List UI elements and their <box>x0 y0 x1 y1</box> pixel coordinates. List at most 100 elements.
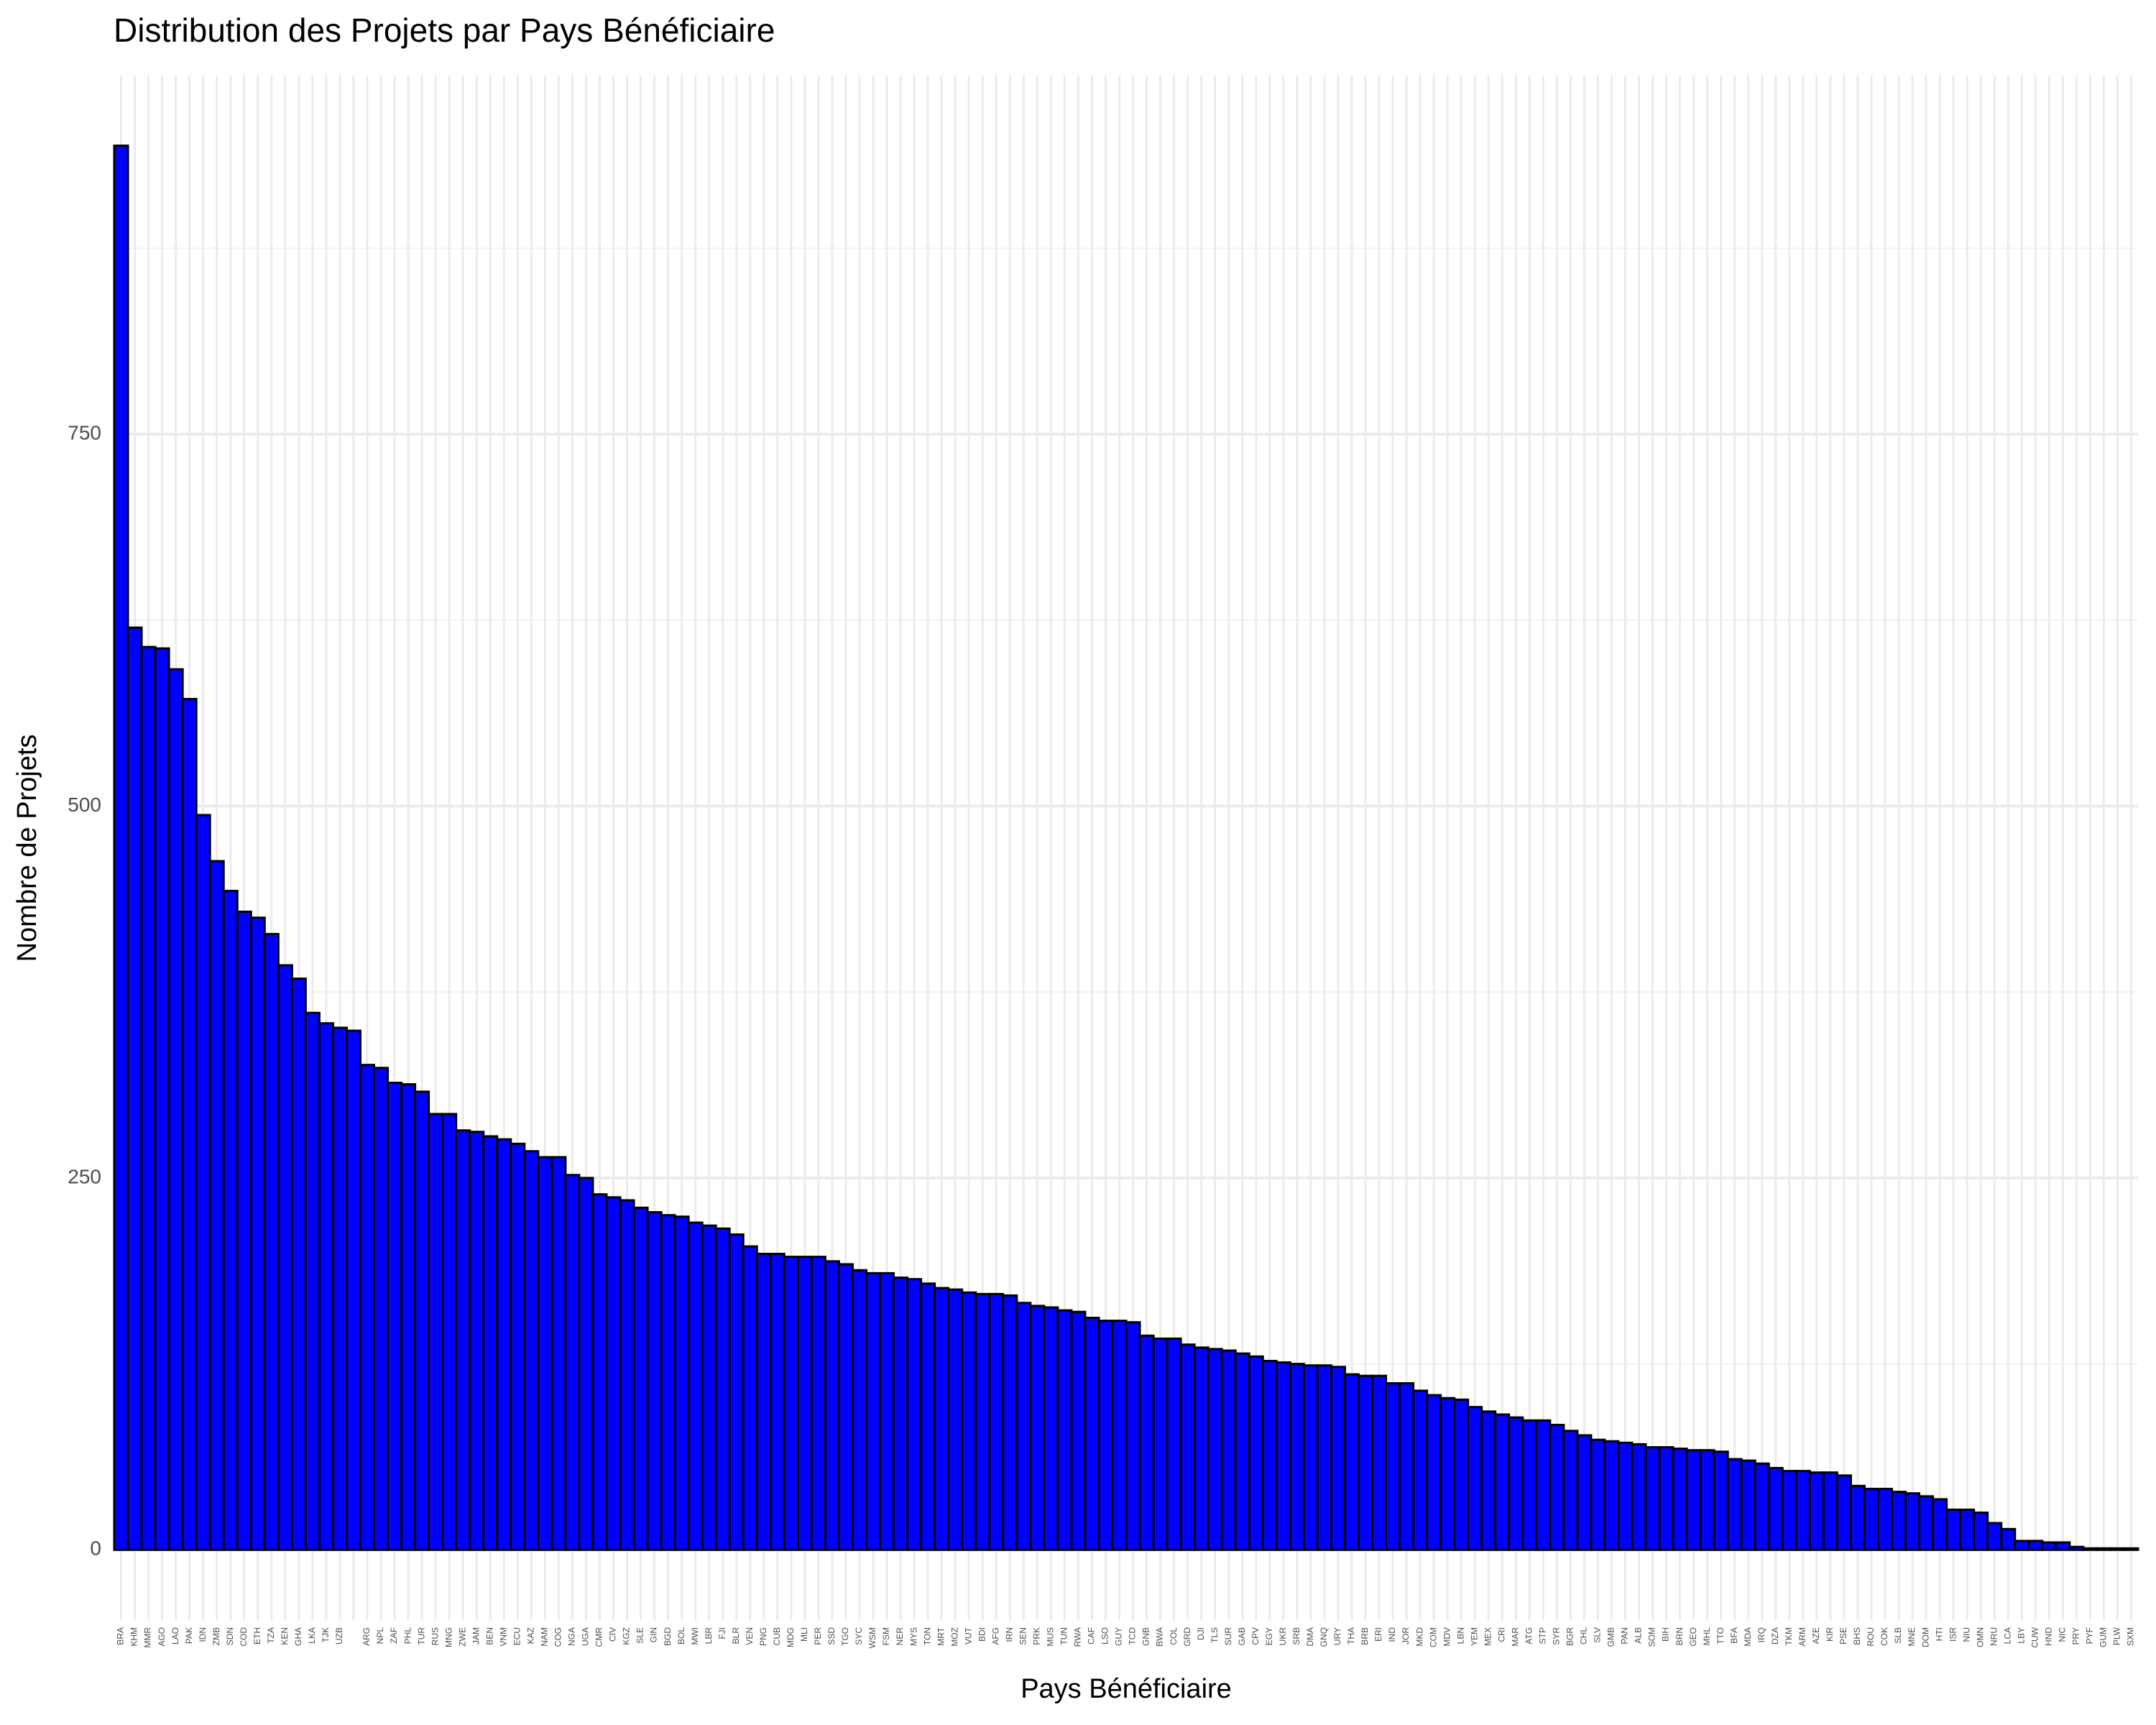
x-tick-label: MDG <box>786 1627 796 1647</box>
bar <box>345 1029 361 1551</box>
bar <box>1986 1522 2003 1551</box>
x-tick-label: PER <box>813 1627 823 1645</box>
bar <box>1207 1348 1223 1551</box>
x-tick-label: GUM <box>2099 1627 2109 1647</box>
bar <box>550 1156 567 1551</box>
bar <box>1973 1512 1989 1551</box>
bar <box>701 1224 717 1551</box>
bar <box>1740 1459 1756 1551</box>
x-tick-label: TKM <box>1784 1627 1794 1645</box>
bar <box>304 1011 321 1551</box>
bar <box>865 1271 882 1551</box>
bar <box>2123 1547 2139 1551</box>
x-tick-label: NRU <box>1989 1627 1999 1646</box>
bar <box>1576 1434 1593 1551</box>
bar <box>1467 1406 1483 1551</box>
x-tick-label: SEN <box>1018 1627 1028 1645</box>
x-tick-label: KEN <box>280 1627 290 1645</box>
x-tick-label: TUN <box>1059 1627 1069 1645</box>
x-tick-label: ARG <box>361 1627 372 1646</box>
x-tick-label: BFA <box>1729 1627 1739 1644</box>
bar <box>1179 1343 1196 1551</box>
x-tick-label: GHA <box>293 1627 303 1646</box>
bar <box>1056 1309 1073 1551</box>
bar <box>1891 1491 1907 1551</box>
x-tick-label: RWA <box>1073 1627 1083 1647</box>
x-tick-label: VUT <box>963 1627 973 1644</box>
bar <box>646 1211 663 1551</box>
bar <box>1084 1316 1100 1551</box>
bar <box>1767 1466 1784 1551</box>
x-tick-label: URY <box>1332 1627 1342 1645</box>
x-tick-label: MYS <box>908 1627 918 1646</box>
x-tick-label: BWA <box>1155 1627 1165 1647</box>
x-tick-label: BIH <box>1661 1627 1671 1642</box>
x-tick-label: SLB <box>1893 1627 1903 1644</box>
bar <box>236 910 252 1551</box>
x-tick-label: BOL <box>676 1627 686 1644</box>
bar <box>1453 1398 1470 1551</box>
x-tick-label: BEN <box>484 1627 494 1645</box>
bar <box>1808 1471 1825 1551</box>
bar <box>1070 1310 1087 1551</box>
x-tick-label: GNQ <box>1319 1627 1329 1647</box>
bar <box>1562 1430 1579 1551</box>
y-tick-label: 250 <box>68 1165 101 1187</box>
x-tick-label: ERI <box>1373 1627 1383 1642</box>
bar <box>1849 1484 1866 1551</box>
bar <box>1385 1382 1401 1551</box>
x-tick-label: PRY <box>2071 1627 2081 1644</box>
bar <box>1726 1458 1743 1551</box>
x-tick-label: JAM <box>471 1627 481 1644</box>
x-tick-label: AGO <box>157 1627 167 1647</box>
y-tick-label: 0 <box>90 1537 101 1560</box>
bar <box>619 1199 635 1551</box>
bar <box>769 1252 786 1551</box>
x-tick-label: GNB <box>1141 1627 1151 1646</box>
bar <box>1494 1413 1511 1551</box>
bar <box>1685 1449 1702 1551</box>
bar <box>1125 1321 1141 1551</box>
x-axis-title: Pays Bénéficiaire <box>1021 1674 1232 1704</box>
bar <box>1904 1492 1921 1551</box>
bar <box>496 1138 512 1551</box>
bar <box>673 1215 690 1551</box>
x-tick-label: CRI <box>1496 1627 1506 1642</box>
bar <box>2041 1541 2058 1551</box>
x-tick-label: TZA <box>266 1627 276 1644</box>
x-tick-label: SUR <box>1223 1627 1233 1646</box>
x-tick-label: PHL <box>402 1627 413 1644</box>
x-tick-label: ALB <box>1634 1627 1644 1644</box>
bar <box>988 1292 1005 1551</box>
bar <box>1111 1320 1128 1551</box>
x-tick-label: MUS <box>1046 1627 1056 1647</box>
bar <box>1289 1363 1305 1551</box>
bar <box>1658 1446 1674 1551</box>
x-tick-label: VEN <box>745 1627 755 1645</box>
x-tick-label: BLR <box>731 1627 741 1644</box>
bar <box>359 1064 376 1551</box>
x-tick-label: SXM <box>2126 1627 2136 1646</box>
x-tick-label: IRN <box>1004 1627 1014 1642</box>
x-tick-label: KAZ <box>525 1627 535 1644</box>
x-tick-label: STP <box>1537 1627 1547 1644</box>
x-tick-label: YEM <box>1469 1627 1479 1646</box>
x-tick-label: MHL <box>1702 1627 1712 1646</box>
bar <box>1316 1364 1332 1551</box>
x-tick-label: SOM <box>1647 1627 1657 1647</box>
x-tick-label: UGA <box>581 1627 591 1646</box>
bar <box>1713 1450 1729 1551</box>
bar <box>1932 1498 1948 1551</box>
bar <box>783 1256 799 1551</box>
x-tick-label: IRQ <box>1756 1627 1766 1642</box>
bar <box>523 1150 540 1551</box>
x-tick-label: VNM <box>498 1627 508 1647</box>
bar <box>837 1263 854 1551</box>
x-tick-label: SSD <box>826 1627 837 1645</box>
bar <box>2014 1540 2030 1551</box>
x-tick-label: SLE <box>635 1627 645 1644</box>
bar <box>140 645 157 1551</box>
bar <box>810 1256 826 1551</box>
x-tick-label: MDV <box>1442 1627 1452 1647</box>
bar <box>1672 1448 1688 1551</box>
